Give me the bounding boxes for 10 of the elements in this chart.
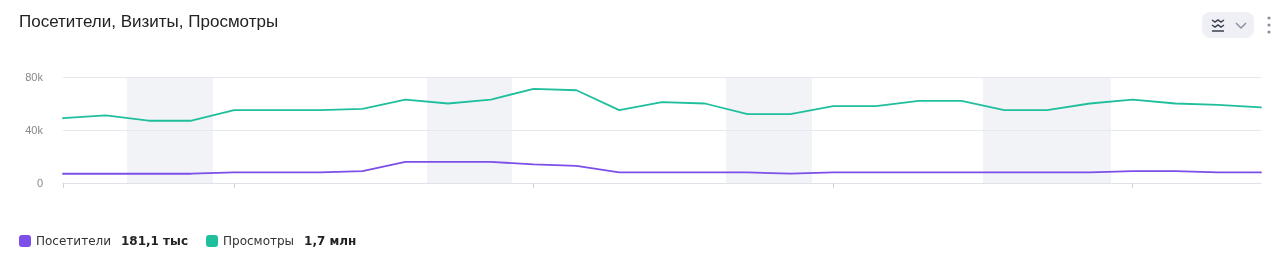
line-series — [62, 160, 1262, 175]
legend-label: Просмотры — [223, 234, 295, 248]
y-tick-label: 40k — [25, 124, 44, 136]
text: 1,7 млн — [304, 234, 357, 248]
legend-label: Посетители — [36, 234, 111, 248]
text: 181,1 тыс — [120, 234, 189, 248]
chart-title: Посетители, Визиты, Просмотры — [19, 12, 279, 32]
y-tick-label: 0 — [36, 177, 43, 189]
y-tick-label: 80k — [25, 71, 44, 83]
line-series — [62, 88, 1262, 122]
